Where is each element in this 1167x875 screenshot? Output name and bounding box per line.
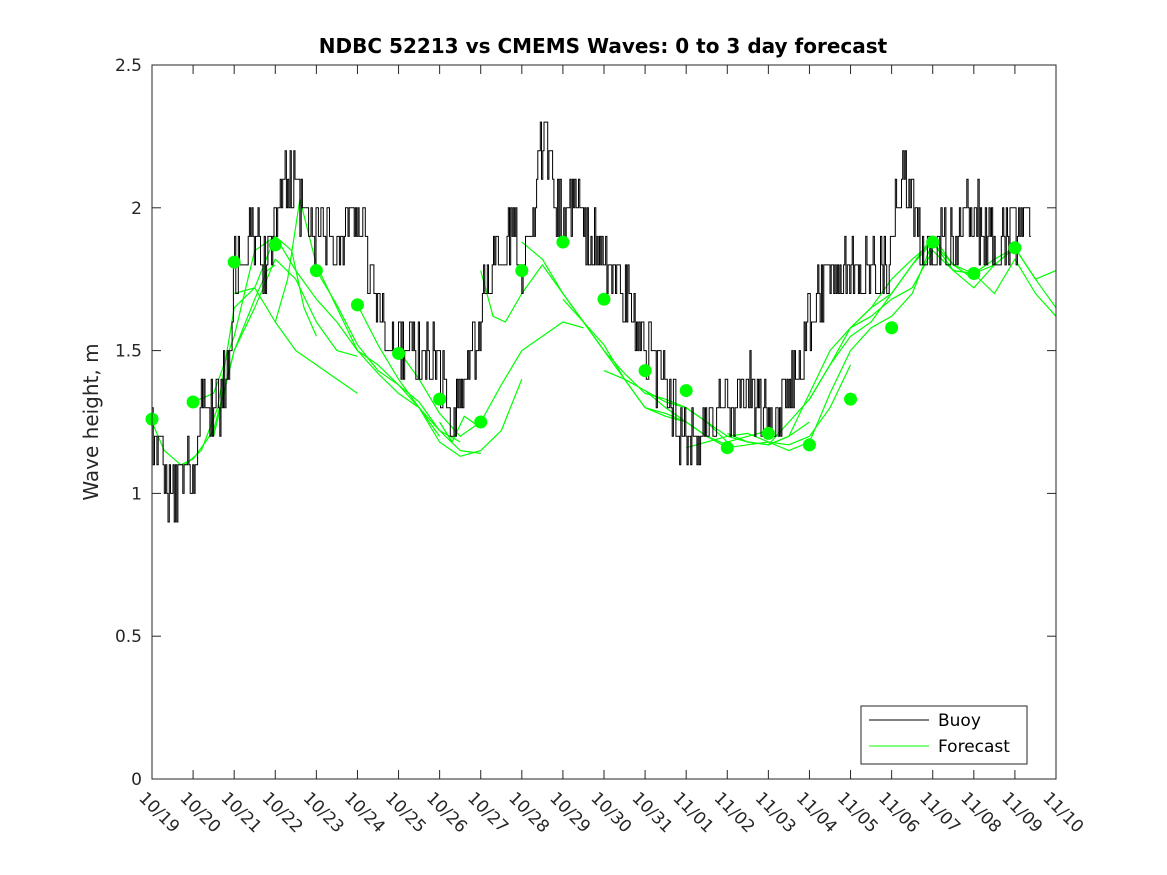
forecast-line: [315, 270, 481, 454]
legend-forecast-label: Forecast: [938, 737, 1010, 757]
y-tick-label: 2: [131, 199, 142, 219]
forecast-marker: [802, 438, 816, 452]
forecast-marker: [720, 441, 734, 455]
forecast-line: [398, 321, 584, 437]
forecast-marker: [597, 292, 611, 306]
forecast-marker: [350, 298, 364, 312]
y-tick-label: 0: [131, 770, 142, 790]
forecast-marker: [761, 426, 775, 440]
forecast-marker: [392, 346, 406, 360]
forecast-line: [562, 298, 769, 443]
forecast-marker: [515, 264, 529, 278]
forecast-line: [213, 258, 358, 437]
forecast-marker-group: [145, 235, 1022, 455]
forecast-marker: [474, 415, 488, 429]
forecast-marker: [556, 235, 570, 249]
buoy-series-group: [152, 121, 1031, 523]
forecast-marker: [186, 395, 200, 409]
forecast-marker: [679, 384, 693, 398]
legend: Buoy Forecast: [860, 705, 1028, 765]
y-axis: 0 0.5 1 1.5 2 2.5: [115, 56, 1056, 790]
axes-background: [152, 65, 1056, 779]
legend-buoy-label: Buoy: [938, 711, 981, 731]
forecast-marker: [844, 392, 858, 406]
forecast-marker: [433, 392, 447, 406]
legend-box: [860, 705, 1028, 765]
y-tick-label: 0.5: [115, 627, 142, 647]
forecast-line: [356, 304, 523, 457]
forecast-marker: [309, 264, 323, 278]
chart-title: NDBC 52213 vs CMEMS Waves: 0 to 3 day fo…: [319, 34, 888, 58]
forecast-marker: [227, 255, 241, 269]
forecast-line: [274, 198, 461, 443]
plot-area: [145, 64, 1057, 780]
forecast-line: [686, 315, 892, 452]
y-axis-label: Wave height, m: [79, 343, 103, 500]
forecast-marker: [268, 238, 282, 252]
y-tick-label: 1: [131, 484, 142, 504]
forecast-marker: [885, 321, 899, 335]
y-tick-label: 2.5: [115, 56, 142, 76]
forecast-marker: [638, 364, 652, 378]
y-tick-label: 1.5: [115, 342, 142, 362]
buoy-line: [152, 121, 1031, 523]
forecast-marker: [967, 266, 981, 280]
forecast-line: [439, 415, 482, 443]
forecast-line: [808, 247, 1016, 400]
forecast-line: [234, 235, 441, 437]
forecast-marker: [1008, 241, 1022, 255]
forecast-marker: [926, 235, 940, 249]
